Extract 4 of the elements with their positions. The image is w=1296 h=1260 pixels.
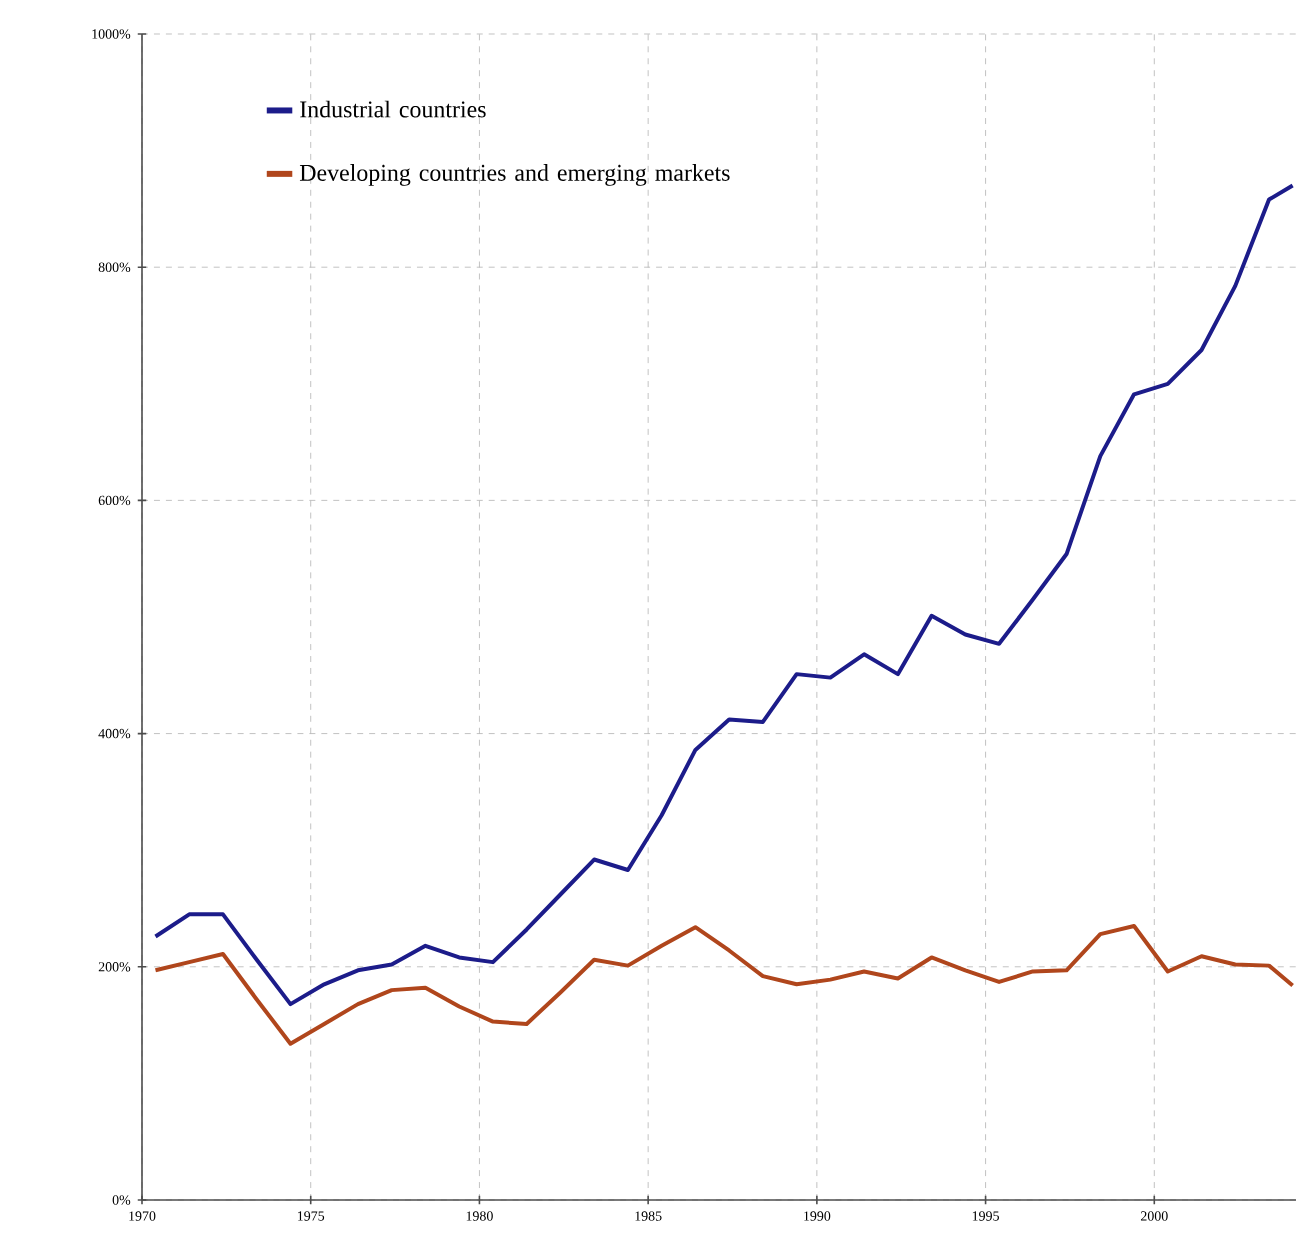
legend-label: Industrial countries xyxy=(300,100,486,118)
line-series xyxy=(153,923,1295,1046)
legend-label: Developing countries and emerging markets xyxy=(299,164,730,186)
line-series xyxy=(153,183,1295,1007)
